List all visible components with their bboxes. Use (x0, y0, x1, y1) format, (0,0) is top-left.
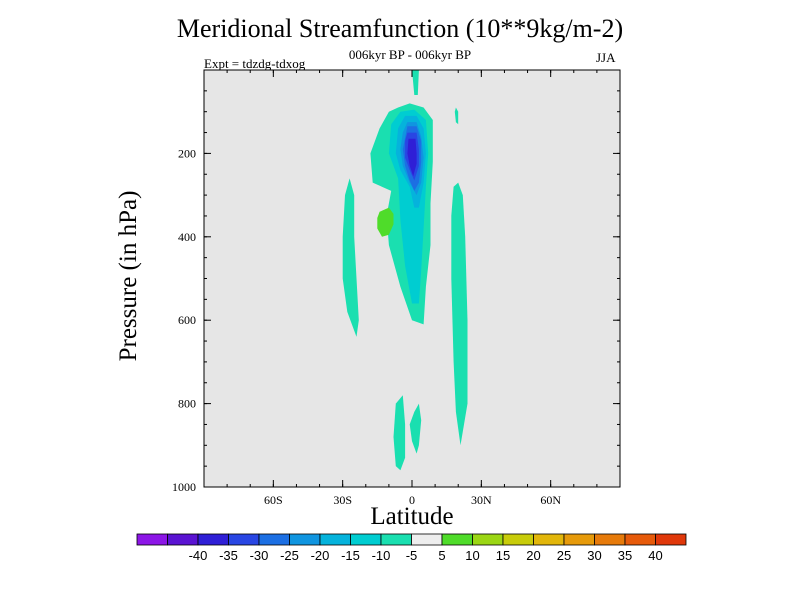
colorbar-box (655, 533, 687, 546)
colorbar-label: 15 (496, 548, 510, 563)
colorbar-box (258, 533, 290, 546)
chart-title: Meridional Streamfunction (10**9kg/m-2) (176, 14, 624, 43)
season-label: JJA (596, 50, 616, 65)
contour-top-patch (412, 70, 419, 95)
colorbar-box (350, 533, 382, 546)
colorbar-box (319, 533, 351, 546)
colorbar-box (289, 533, 321, 546)
y-tick-label: 800 (178, 397, 196, 411)
chart-subtitle: 006kyr BP - 006kyr BP (348, 47, 472, 62)
colorbar-label: 20 (526, 548, 540, 563)
experiment-label: Expt = tdzdg-tdxog (204, 56, 306, 71)
x-tick-label: 0 (409, 493, 415, 507)
colorbar-box (380, 533, 412, 546)
contour-lower-left-cell (393, 395, 406, 471)
y-tick-label: 600 (178, 313, 196, 327)
colorbar-label: -10 (372, 548, 391, 563)
x-tick-label: 30S (333, 493, 352, 507)
colorbar-box (228, 533, 260, 546)
colorbar-label: 5 (438, 548, 445, 563)
contour-small-north (454, 107, 459, 125)
colorbar-label: -25 (280, 548, 299, 563)
colorbar-label: -30 (250, 548, 269, 563)
colorbar-box (624, 533, 656, 546)
colorbar-label: 25 (557, 548, 571, 563)
contour-fills (342, 70, 468, 471)
colorbar-box (136, 533, 168, 546)
x-axis-label: Latitude (370, 503, 454, 530)
x-tick-label: 30N (471, 493, 492, 507)
contour-band-south (342, 178, 359, 337)
colorbar-box (441, 533, 473, 546)
colorbar-box (502, 533, 534, 546)
colorbar: -40 -35 -30 -25 -20 -15 -10 -5 5 10 15 20 25 30 35 40 (136, 533, 687, 563)
colorbar-label: 30 (587, 548, 601, 563)
y-tick-label: 400 (178, 230, 196, 244)
axes: 60S 30S 0 30N 60N 200 400 600 800 1000 (172, 69, 621, 507)
colorbar-box (411, 533, 443, 546)
colorbar-label: -15 (341, 548, 360, 563)
colorbar-box (472, 533, 504, 546)
x-tick-label: 60S (264, 493, 283, 507)
colorbar-label: -35 (219, 548, 238, 563)
colorbar-label: -20 (311, 548, 330, 563)
colorbar-label: 40 (648, 548, 662, 563)
colorbar-box (197, 533, 229, 546)
colorbar-label: -40 (189, 548, 208, 563)
contour-band-north (451, 182, 468, 446)
y-tick-label: 1000 (172, 480, 196, 494)
contour-positive-cell (377, 207, 394, 237)
colorbar-label: 35 (618, 548, 632, 563)
colorbar-label: -5 (406, 548, 418, 563)
colorbar-box (533, 533, 565, 546)
colorbar-box (167, 533, 199, 546)
colorbar-box (563, 533, 595, 546)
contour-level-35 (407, 138, 417, 177)
y-tick-label: 200 (178, 146, 196, 160)
colorbar-label: 10 (465, 548, 479, 563)
contour-lower-right-cell (409, 403, 422, 454)
colorbar-box (594, 533, 626, 546)
x-tick-label: 60N (540, 493, 561, 507)
